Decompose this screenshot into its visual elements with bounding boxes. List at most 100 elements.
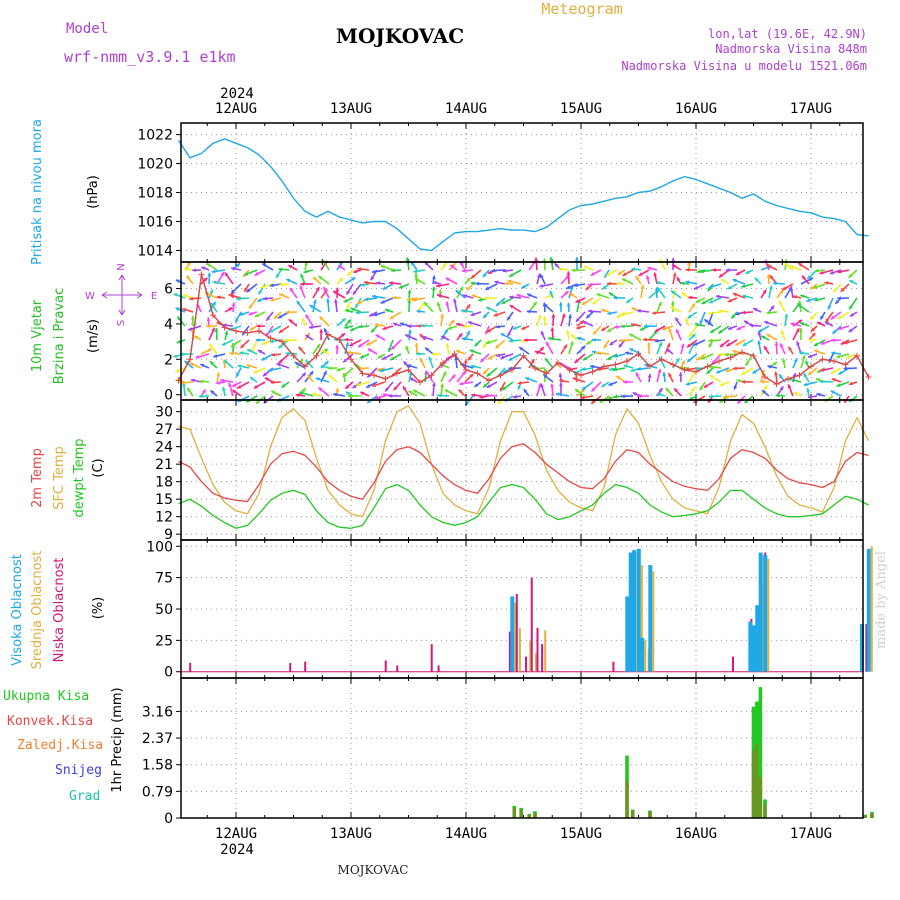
wind-arrowhead (790, 322, 795, 326)
wind-arrowhead (558, 373, 563, 377)
wind-arrowhead (685, 267, 690, 272)
wind-arrowhead (447, 326, 452, 330)
wind-arrowhead (735, 311, 740, 316)
wind-arrowhead (691, 342, 695, 347)
wind-arrowhead (831, 351, 836, 356)
cloud-unit-label: (%) (91, 597, 106, 620)
wind-arrowhead (588, 282, 592, 287)
cloud-bar-low (536, 627, 539, 672)
cloud-bar-high (859, 624, 864, 672)
wind-arrowhead (668, 372, 672, 377)
precip-bar-convective (755, 743, 759, 818)
wind-arrowhead (371, 328, 375, 333)
wind-arrowhead (319, 329, 324, 333)
wind-arrowhead (608, 292, 613, 297)
wind-arrowhead (416, 309, 421, 314)
wind-arrowhead (709, 375, 714, 379)
wind-arrowhead (761, 335, 766, 340)
wind-arrowhead (665, 387, 670, 392)
wind-arrowhead (288, 319, 293, 324)
wind-arrowhead (466, 330, 470, 335)
wind-gust-marker (819, 356, 826, 363)
wind-arrowhead (358, 324, 363, 329)
wind-arrowhead (209, 344, 214, 348)
wind-arrowhead (463, 294, 468, 298)
wind-arrowhead (813, 285, 818, 289)
wind-arrowhead (521, 284, 526, 289)
wind-arrowhead (808, 371, 813, 375)
wind-arrowhead (500, 387, 504, 392)
wind-arrowhead (346, 303, 351, 308)
wind-gust-marker (451, 351, 458, 357)
wind-gust-marker (497, 372, 504, 379)
wind-arrowhead (830, 315, 835, 320)
wind-arrowhead (502, 386, 507, 391)
y-tick-label: 2.37 (142, 731, 173, 747)
wind-arrowhead (674, 388, 679, 393)
wind-arrowhead (807, 394, 812, 399)
wind-arrowhead (509, 305, 514, 309)
wind-arrowhead (303, 269, 308, 274)
wind-arrowhead (843, 366, 848, 371)
wind-arrowhead (224, 359, 228, 364)
wind-arrowhead (672, 272, 677, 277)
wind-arrowhead (224, 272, 229, 277)
wind-arrowhead (526, 309, 531, 314)
wind-arrowhead (637, 309, 641, 313)
wind-arrowhead (630, 368, 635, 373)
wind-arrowhead (643, 324, 648, 329)
wind-arrowhead (454, 356, 458, 361)
wind-arrowhead (790, 265, 795, 269)
wind-arrowhead (601, 308, 606, 313)
wind-arrowhead (691, 303, 695, 308)
wind-arrowhead (558, 267, 563, 271)
wind-arrowhead (810, 316, 815, 320)
wind-arrowhead (763, 385, 767, 390)
high-cloud-axis-label: Visoka Oblacnost (10, 554, 25, 666)
wind-arrowhead (629, 333, 634, 338)
wind-arrowhead (631, 267, 636, 272)
wind-arrowhead (281, 383, 286, 388)
wind-arrowhead (675, 317, 679, 322)
wind-arrowhead (732, 278, 737, 283)
wind-arrowhead (523, 389, 528, 394)
wind-arrowhead (591, 400, 596, 404)
wind-arrowhead (793, 358, 798, 363)
wind-arrowhead (745, 361, 750, 366)
wind-arrowhead (792, 295, 797, 299)
wind-arrowhead (685, 318, 689, 323)
wind-arrowhead (837, 296, 841, 301)
wind-arrowhead (360, 391, 365, 396)
wind-arrowhead (216, 380, 220, 385)
wind-arrowhead (283, 338, 287, 343)
wind-arrowhead (345, 342, 349, 347)
wind-arrowhead (555, 392, 560, 397)
wind-arrowhead (382, 286, 387, 290)
wind-arrowhead (479, 395, 484, 399)
cloud-bar-low (189, 662, 192, 672)
wind-arrowhead (735, 341, 740, 346)
wind-arrowhead (228, 293, 233, 298)
wind-arrowhead (177, 316, 182, 321)
wind-arrowhead (301, 388, 306, 393)
y-tick-label: 18 (155, 475, 173, 491)
wind-arrowhead (762, 390, 766, 394)
wind-arrowhead (419, 357, 424, 362)
wind-arrowhead (186, 275, 191, 280)
dewpt-axis-label: dewpt Temp (72, 438, 87, 517)
wind-gust-marker (244, 329, 251, 336)
wind-arrowhead (614, 354, 619, 358)
wind-arrowhead (371, 294, 376, 299)
wind-arrowhead (640, 327, 645, 331)
wind-arrowhead (599, 399, 604, 403)
wind-arrowhead (209, 361, 214, 366)
wind-gust-marker (670, 361, 676, 368)
wind-arrowhead (358, 343, 363, 348)
wind-arrowhead (590, 272, 595, 276)
wind-arrowhead (237, 385, 242, 389)
wind-arrowhead (657, 369, 662, 373)
wind-arrowhead (407, 299, 412, 303)
wind-arrowhead (367, 348, 372, 353)
wind-arrowhead (224, 330, 229, 335)
wind-arrowhead (580, 395, 585, 400)
